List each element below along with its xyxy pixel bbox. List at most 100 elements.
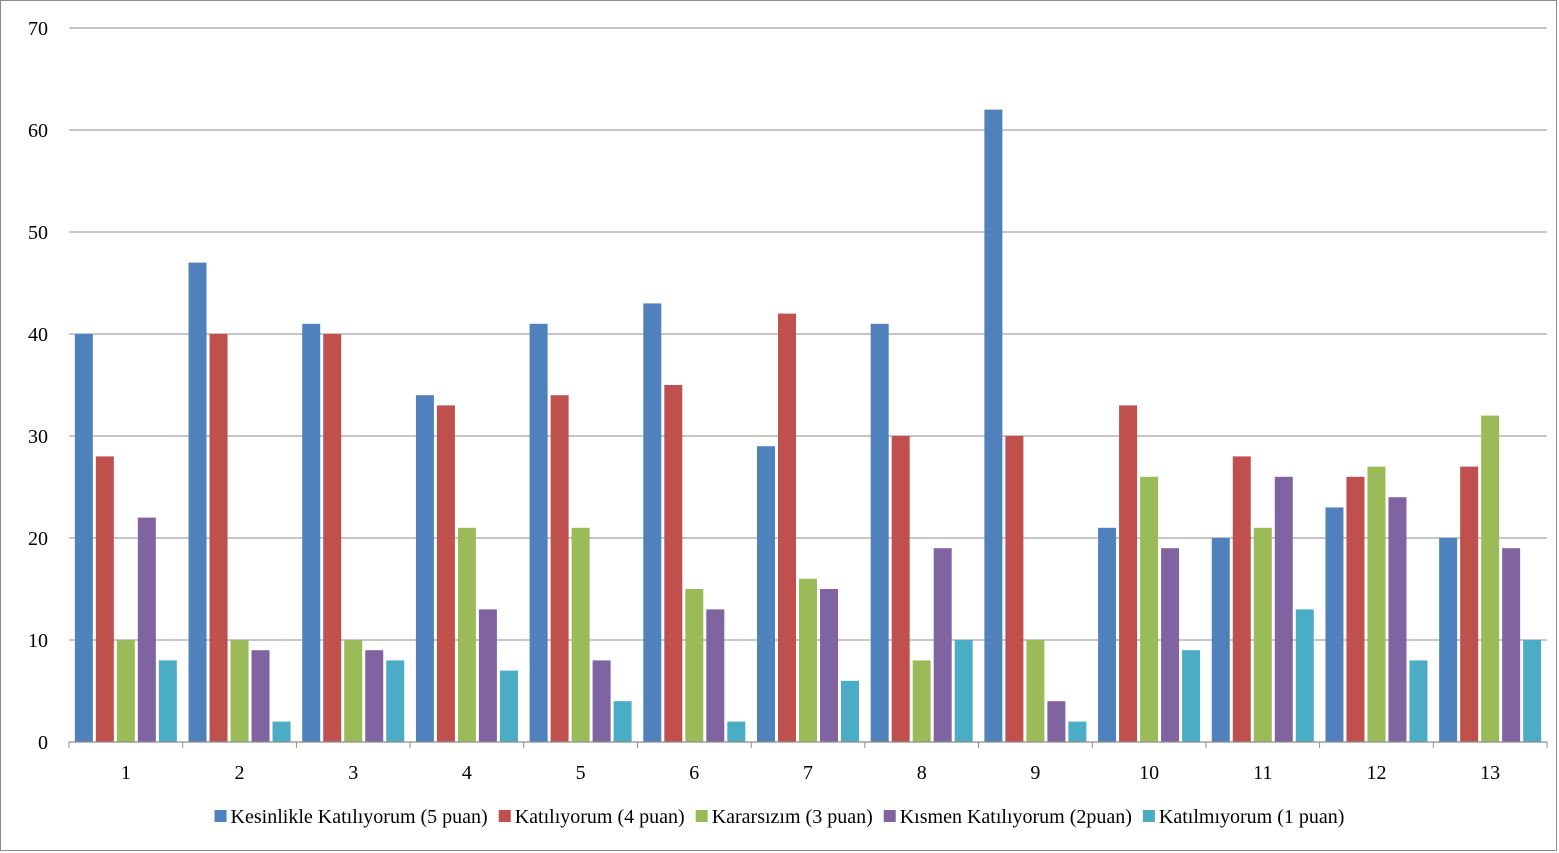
bar-7-series-1 [757,446,775,742]
bar-2-series-5 [272,721,291,742]
legend-label: Kararsızım (3 puan) [712,806,873,828]
bar-1-series-4 [137,517,156,742]
y-tick-label: 70 [28,18,48,40]
bar-4-series-2 [436,405,455,742]
x-tick-label: 2 [235,762,245,784]
legend-item-3: Kararsızım (3 puan) [695,806,873,828]
bar-9-series-4 [1047,701,1066,742]
bar-13-series-1 [1439,538,1458,742]
bar-12-series-5 [1409,660,1428,742]
bar-9-series-2 [1005,436,1024,742]
legend-label: Katılıyorum (4 puan) [515,806,685,828]
bar-5-series-4 [592,660,611,742]
bar-5-series-2 [550,395,569,742]
bar-13-series-3 [1481,415,1500,742]
bar-10-series-2 [1119,405,1138,742]
bar-7-series-4 [820,589,838,742]
bar-1-series-1 [74,334,93,742]
bar-3-series-1 [302,323,321,742]
x-tick-label: 13 [1480,762,1500,784]
bar-6-series-5 [727,721,746,742]
x-tick-label: 12 [1366,762,1386,784]
bar-8-series-4 [933,548,952,742]
y-tick-label: 30 [28,426,48,448]
legend-label: Kesinlikle Katılıyorum (5 puan) [231,806,488,828]
bar-4-series-3 [457,527,476,742]
bar-8-series-2 [891,436,910,742]
bar-1-series-2 [95,456,114,742]
x-tick-label: 5 [576,762,586,784]
x-tick-label: 3 [348,762,358,784]
bar-13-series-4 [1502,548,1521,742]
x-tick-label: 4 [462,762,472,784]
y-tick-label: 0 [38,732,48,754]
bar-2-series-3 [230,640,249,742]
bar-5-series-1 [529,323,548,742]
bar-4-series-5 [499,670,518,742]
legend: Kesinlikle Katılıyorum (5 puan) Katılıyor… [214,806,1345,828]
bar-11-series-3 [1253,527,1272,742]
legend-label: Katılmıyorum (1 puan) [1159,806,1345,828]
legend-label: Kısmen Katılıyorum (2puan) [900,806,1132,828]
legend-swatch [883,810,896,822]
legend-item-1: Kesinlikle Katılıyorum (5 puan) [214,806,488,828]
bar-12-series-3 [1367,466,1386,742]
bar-5-series-3 [571,527,590,742]
bar-13-series-2 [1460,466,1479,742]
x-tick-label: 10 [1139,762,1159,784]
bar-9-series-5 [1068,721,1087,742]
bar-7-series-3 [799,578,817,742]
bar-1-series-3 [116,640,135,742]
bar-3-series-4 [365,650,384,742]
bar-6-series-2 [664,385,683,742]
bar-3-series-3 [344,640,363,742]
legend-swatch [498,810,511,822]
bar-9-series-1 [984,109,1003,743]
y-tick-label: 50 [28,222,48,244]
legend-item-4: Kısmen Katılıyorum (2puan) [883,806,1132,828]
bar-10-series-4 [1161,548,1180,742]
legend-item-5: Katılmıyorum (1 puan) [1142,806,1345,828]
legend-swatch [695,810,708,822]
y-tick-label: 20 [28,528,48,550]
bar-8-series-3 [912,660,931,742]
x-tick-label: 11 [1253,762,1272,784]
bar-10-series-3 [1140,476,1159,742]
bar-7-series-5 [841,680,859,742]
bar-12-series-2 [1346,476,1365,742]
y-tick-label: 40 [28,324,48,346]
bar-2-series-1 [188,262,207,742]
bar-12-series-4 [1388,497,1407,742]
x-tick-label: 9 [1030,762,1040,784]
y-tick-label: 60 [28,120,48,142]
bar-2-series-2 [209,334,228,742]
bar-3-series-2 [323,334,342,742]
legend-swatch [1142,810,1155,822]
bar-8-series-5 [954,640,973,742]
bar-2-series-4 [251,650,270,742]
bar-13-series-5 [1523,640,1542,742]
legend-item-2: Katılıyorum (4 puan) [498,806,685,828]
bar-3-series-5 [386,660,405,742]
bar-10-series-5 [1182,650,1201,742]
bar-4-series-4 [478,609,497,742]
bar-6-series-4 [706,609,725,742]
x-tick-label: 6 [689,762,699,784]
bar-10-series-1 [1098,527,1117,742]
bars [74,109,1542,743]
bar-6-series-1 [643,303,662,742]
bar-11-series-2 [1232,456,1251,742]
bar-7-series-2 [778,313,796,742]
bar-5-series-5 [613,701,632,742]
x-tick-label: 8 [917,762,927,784]
bar-11-series-4 [1274,476,1293,742]
bar-12-series-1 [1325,507,1344,742]
bar-11-series-1 [1211,538,1230,742]
bar-9-series-3 [1026,640,1045,742]
legend-swatch [214,810,227,822]
x-tick-label: 1 [121,762,131,784]
bar-1-series-5 [158,660,177,742]
x-tick-label: 7 [803,762,813,784]
